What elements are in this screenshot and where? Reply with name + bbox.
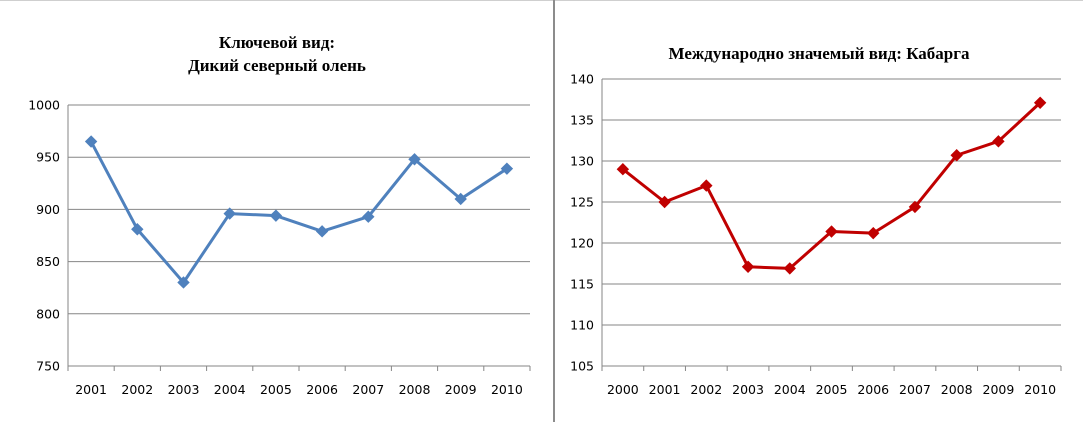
x-tick-label: 2007 — [352, 382, 384, 397]
y-tick-label: 950 — [36, 150, 60, 165]
x-tick-label: 2001 — [75, 382, 107, 397]
x-tick-label: 2006 — [306, 382, 338, 397]
x-tick-label: 2010 — [1024, 382, 1056, 397]
chart-title: Международно значемый вид: Кабарга — [555, 42, 1083, 65]
line-chart-musk-deer: 105 110 115 120 125 130 135 140 2000 2001 2002 2003… — [570, 72, 1062, 397]
data-point-marker — [783, 262, 796, 275]
data-point-marker — [741, 260, 755, 273]
chart-panel-wild-reindeer: Ключевой вид: Дикий северный олень 750 80… — [0, 0, 554, 397]
x-tick-label: 2009 — [983, 382, 1015, 397]
y-tick-label: 130 — [570, 154, 594, 169]
panel-divider — [553, 0, 555, 422]
data-point-marker — [992, 135, 1005, 148]
data-point-marker — [315, 225, 329, 238]
x-tick-label: 2003 — [732, 382, 764, 397]
data-point-marker — [454, 192, 467, 206]
chart-title-line-1: Международно значемый вид: Кабарга — [668, 44, 970, 63]
data-point-marker — [700, 179, 713, 192]
data-point-marker — [1033, 96, 1047, 109]
x-tick-label: 2002 — [690, 382, 722, 397]
data-point-marker — [658, 195, 671, 209]
data-point-marker — [131, 223, 144, 236]
x-tick-label: 2005 — [816, 382, 848, 397]
chart-title-line-1: Ключевой вид: — [218, 33, 336, 52]
y-tick-label: 140 — [570, 72, 594, 87]
x-tick-label: 2009 — [445, 382, 477, 397]
data-point-marker — [867, 226, 880, 240]
x-tick-label: 2004 — [214, 382, 246, 397]
series-line — [89, 140, 508, 284]
data-point-marker — [177, 276, 190, 289]
series-line — [621, 101, 1042, 270]
x-tick-label: 2001 — [649, 382, 681, 397]
y-tick-label: 120 — [570, 236, 594, 251]
y-tick-label: 750 — [36, 359, 60, 374]
x-tick-label: 2008 — [399, 382, 431, 397]
y-tick-label: 110 — [570, 318, 594, 333]
x-tick-label: 2002 — [121, 382, 153, 397]
x-tick-label: 2004 — [774, 382, 806, 397]
data-point-marker — [84, 135, 98, 148]
data-point-marker — [908, 200, 922, 214]
y-tick-label: 125 — [570, 195, 594, 210]
line-chart-reindeer: 750 800 850 900 950 1000 2001 2002 2003 2004 2005 2… — [28, 98, 531, 397]
y-tick-label: 850 — [36, 254, 60, 269]
y-tick-label: 115 — [570, 277, 594, 292]
data-point-marker — [500, 162, 514, 175]
y-tick-label: 800 — [36, 306, 60, 321]
chart-title-line-2: Дикий северный олень — [188, 56, 366, 75]
data-point-marker — [825, 225, 838, 238]
data-point-marker — [223, 207, 236, 220]
y-tick-label: 1000 — [28, 98, 60, 113]
x-tick-label: 2008 — [941, 382, 973, 397]
y-tick-label: 135 — [570, 113, 594, 128]
y-tick-label: 105 — [570, 359, 594, 374]
y-tick-label: 900 — [36, 202, 60, 217]
data-point-marker — [408, 153, 421, 166]
data-point-marker — [269, 209, 283, 222]
x-tick-label: 2010 — [491, 382, 523, 397]
x-tick-label: 2007 — [899, 382, 931, 397]
data-point-marker — [362, 210, 375, 223]
chart-panel-musk-deer: Международно значемый вид: Кабарга 105 11… — [555, 0, 1083, 423]
chart-title: Ключевой вид: Дикий северный олень — [0, 31, 554, 77]
x-tick-label: 2003 — [168, 382, 200, 397]
data-point-marker — [950, 149, 963, 162]
x-tick-label: 2006 — [857, 382, 889, 397]
x-tick-label: 2000 — [607, 382, 639, 397]
data-point-marker — [616, 162, 630, 176]
x-tick-label: 2005 — [260, 382, 292, 397]
